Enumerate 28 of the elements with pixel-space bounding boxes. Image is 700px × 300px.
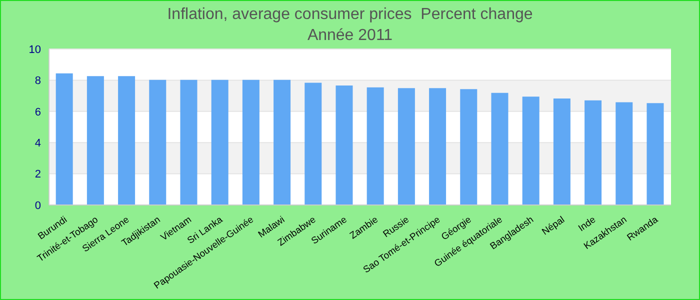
bar (211, 80, 228, 205)
bar (398, 88, 415, 205)
bar (553, 98, 570, 205)
bar (56, 73, 73, 205)
bar (336, 86, 353, 205)
bar (429, 88, 446, 205)
y-tick-label: 10 (28, 44, 41, 56)
chart-subtitle: Année 2011 (307, 27, 393, 44)
bar (616, 102, 633, 205)
y-tick-label: 0 (34, 200, 41, 212)
bar (274, 80, 291, 205)
bar (584, 100, 602, 205)
bar (86, 76, 104, 205)
y-tick-label: 4 (34, 138, 41, 150)
bar (460, 89, 478, 205)
bar (366, 87, 384, 205)
bar (646, 103, 664, 205)
y-tick-label: 2 (34, 168, 41, 181)
bar (118, 76, 136, 205)
bar (304, 82, 322, 205)
y-tick-label: 6 (34, 106, 41, 118)
chart-title: Inflation, average consumer prices Percent change (166, 5, 534, 25)
bar (242, 80, 260, 205)
bar (491, 92, 508, 205)
bar (522, 96, 540, 205)
bar (180, 80, 198, 205)
bar (149, 80, 166, 205)
y-tick-label: 8 (34, 75, 41, 88)
